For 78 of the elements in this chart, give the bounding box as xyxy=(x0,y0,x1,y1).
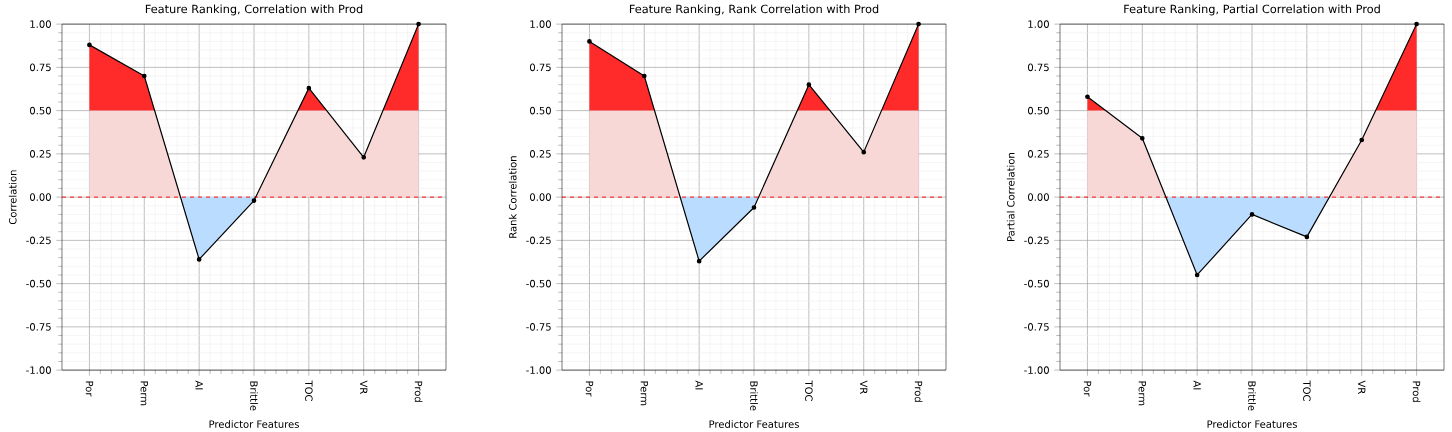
point xyxy=(306,85,312,91)
point xyxy=(861,149,867,155)
x-tick-label: TOC xyxy=(1303,380,1311,401)
point xyxy=(1249,211,1255,217)
y-tick-label: 1.00 xyxy=(530,20,551,28)
point xyxy=(641,73,647,79)
point xyxy=(916,21,921,27)
x-axis-title: Predictor Features xyxy=(1207,420,1297,428)
y-tick-label: -0.75 xyxy=(526,322,551,331)
y-tick-label: 0.50 xyxy=(30,106,51,115)
x-tick-label: TOC xyxy=(805,380,813,401)
point xyxy=(1359,137,1365,143)
x-axis-title: Predictor Features xyxy=(709,420,799,428)
y-tick-label: 1.00 xyxy=(30,20,51,28)
x-tick-label: VR xyxy=(1358,380,1366,394)
y-tick-label: 0.00 xyxy=(30,193,51,201)
x-tick-label: Por xyxy=(85,381,94,397)
y-tick-label: 0.50 xyxy=(1028,106,1049,115)
point xyxy=(1085,94,1090,99)
point xyxy=(1139,135,1145,141)
point xyxy=(806,82,812,87)
chart-title: Feature Ranking, Rank Correlation with Prod xyxy=(629,4,879,16)
y-tick-label: -0.50 xyxy=(26,279,51,288)
x-tick-label: Por xyxy=(585,381,594,397)
point xyxy=(1414,21,1419,27)
point xyxy=(1304,234,1310,240)
point xyxy=(361,154,367,160)
point xyxy=(751,204,757,210)
point xyxy=(251,198,257,203)
y-tick-label: -0.75 xyxy=(1024,322,1049,331)
y-tick-label: -1.00 xyxy=(26,366,51,374)
y-tick-label: -1.00 xyxy=(526,366,551,374)
y-tick-label: 0.00 xyxy=(1028,193,1049,201)
x-tick-label: Perm xyxy=(140,381,148,405)
y-tick-label: 0.00 xyxy=(530,193,551,201)
y-axis-title: Partial Correlation xyxy=(1006,152,1015,241)
x-axis-title: Predictor Features xyxy=(209,420,299,428)
y-tick-label: 0.75 xyxy=(30,63,51,71)
x-tick-label: Prod xyxy=(914,381,923,402)
y-tick-label: -0.25 xyxy=(26,236,51,244)
point xyxy=(141,73,147,79)
x-tick-label: Por xyxy=(1083,381,1092,397)
x-tick-label: VR xyxy=(360,380,368,394)
y-tick-label: 0.75 xyxy=(1028,63,1049,71)
point xyxy=(196,256,202,262)
y-tick-label: -0.25 xyxy=(526,236,551,244)
y-tick-label: 0.25 xyxy=(530,149,551,158)
x-tick-label: AI xyxy=(695,380,703,390)
x-tick-label: AI xyxy=(195,380,203,390)
y-tick-label: -0.25 xyxy=(1024,236,1049,244)
point xyxy=(587,38,592,44)
x-tick-label: Prod xyxy=(414,381,423,402)
x-tick-label: TOC xyxy=(305,380,313,401)
y-tick-label: -1.00 xyxy=(1024,366,1049,374)
chart-title: Feature Ranking, Partial Correlation with Prod xyxy=(1124,4,1380,16)
point xyxy=(696,258,702,264)
x-tick-label: Brittle xyxy=(250,381,258,411)
x-tick-label: VR xyxy=(860,380,868,394)
y-axis-title: Correlation xyxy=(8,170,17,224)
point xyxy=(87,42,92,48)
x-tick-label: AI xyxy=(1193,380,1201,390)
x-tick-label: Prod xyxy=(1412,381,1421,402)
point xyxy=(1194,272,1200,278)
y-tick-label: -0.50 xyxy=(526,279,551,288)
y-tick-label: 0.75 xyxy=(530,63,551,71)
y-axis-title: Rank Correlation xyxy=(508,156,517,238)
x-tick-label: Brittle xyxy=(750,381,758,411)
x-tick-label: Perm xyxy=(1138,381,1146,405)
y-tick-label: 0.25 xyxy=(1028,149,1049,158)
point xyxy=(416,21,421,27)
y-tick-label: 0.50 xyxy=(530,106,551,115)
y-tick-label: 0.25 xyxy=(30,149,51,158)
x-tick-label: Perm xyxy=(640,381,648,405)
y-tick-label: -0.75 xyxy=(26,322,51,331)
y-tick-label: 1.00 xyxy=(1028,20,1049,28)
y-tick-label: -0.50 xyxy=(1024,279,1049,288)
chart-title: Feature Ranking, Correlation with Prod xyxy=(145,4,363,16)
x-tick-label: Brittle xyxy=(1248,381,1256,411)
